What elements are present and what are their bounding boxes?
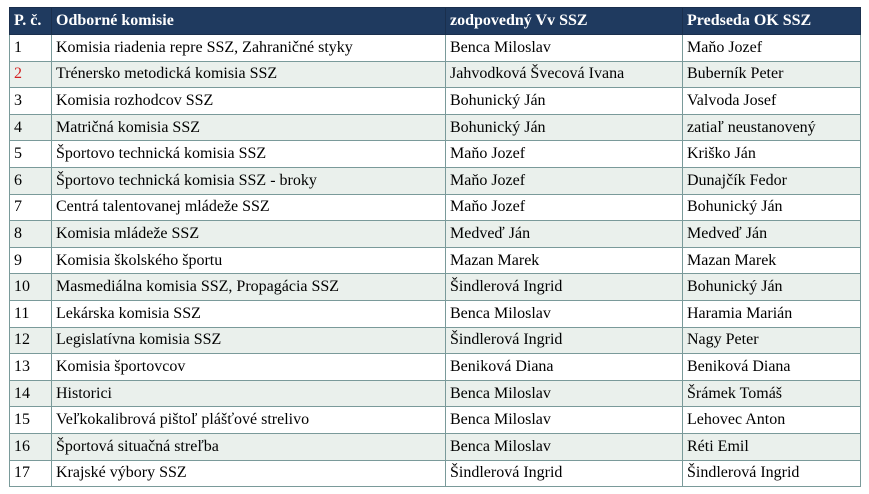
table-body: 1 Komisia riadenia repre SSZ, Zahraničné …	[9, 34, 861, 488]
header-commission: Odborné komisie	[51, 7, 446, 35]
row-responsible: Jahvodková Švecová Ivana	[445, 60, 683, 89]
table-row: 6 Športovo technická komisia SSZ - broky M…	[9, 166, 861, 195]
row-commission: Masmediálna komisia SSZ, Propagácia SSZ	[51, 273, 446, 301]
row-number: 9	[9, 246, 52, 275]
row-chair: Mazan Marek	[682, 246, 861, 275]
table-row: 2 Trénersko metodická komisia SSZ Jahvodko…	[9, 60, 861, 89]
row-responsible: Benca Miloslav	[445, 432, 683, 461]
table-row: 8 Komisia mládeže SSZ Medveď Ján Medveď Ján	[9, 220, 861, 248]
row-number: 8	[9, 220, 52, 248]
row-number: 11	[9, 299, 52, 328]
header-responsible: zodpovedný Vv SSZ	[445, 7, 683, 35]
row-responsible: Maňo Jozef	[445, 140, 683, 168]
row-commission: Veľkokalibrová pištoľ plášťové strelivo	[51, 406, 446, 434]
table-row: 14 Historici Benca Miloslav Šrámek Tomáš	[9, 379, 861, 408]
table-row: 5 Športovo technická komisia SSZ Maňo Joze…	[9, 140, 861, 168]
row-commission: Komisia športovcov	[51, 353, 446, 381]
row-chair: zatiaľ neustanovený	[682, 113, 861, 142]
table-header-row: P. č. Odborné komisie zodpovedný Vv SSZ …	[9, 7, 861, 35]
row-chair: Šrámek Tomáš	[682, 379, 861, 408]
row-number: 4	[9, 113, 52, 142]
table-row: 17 Krajské výbory SSZ Šindlerová Ingrid Šin…	[9, 459, 861, 488]
row-chair: Bohunický Ján	[682, 273, 861, 301]
table-row: 7 Centrá talentovanej mládeže SSZ Maňo Joz…	[9, 193, 861, 222]
row-number: 2	[9, 60, 52, 89]
row-number: 14	[9, 379, 52, 408]
row-number: 6	[9, 166, 52, 195]
row-commission: Historici	[51, 379, 446, 408]
row-responsible: Medveď Ján	[445, 220, 683, 248]
row-chair: Dunajčík Fedor	[682, 166, 861, 195]
row-chair: Maňo Jozef	[682, 34, 861, 62]
table-row: 10 Masmediálna komisia SSZ, Propagácia SS…	[9, 273, 861, 301]
row-chair: Haramia Marián	[682, 299, 861, 328]
table-row: 11 Lekárska komisia SSZ Benca Miloslav Hara…	[9, 299, 861, 328]
row-commission: Centrá talentovanej mládeže SSZ	[51, 193, 446, 222]
row-commission: Komisia mládeže SSZ	[51, 220, 446, 248]
row-number: 13	[9, 353, 52, 381]
row-commission: Legislatívna komisia SSZ	[51, 326, 446, 355]
row-number: 3	[9, 87, 52, 115]
row-number: 16	[9, 432, 52, 461]
row-chair: Medveď Ján	[682, 220, 861, 248]
row-responsible: Maňo Jozef	[445, 193, 683, 222]
table-row: 4 Matričná komisia SSZ Bohunický Ján zatiaľ…	[9, 113, 861, 142]
row-chair: Nagy Peter	[682, 326, 861, 355]
table-row: 13 Komisia športovcov Beniková Diana Beniko…	[9, 353, 861, 381]
row-commission: Komisia rozhodcov SSZ	[51, 87, 446, 115]
row-responsible: Mazan Marek	[445, 246, 683, 275]
row-chair: Valvoda Josef	[682, 87, 861, 115]
row-commission: Komisia školského športu	[51, 246, 446, 275]
document-page: P. č. Odborné komisie zodpovedný Vv SSZ …	[9, 7, 861, 488]
row-responsible: Bohunický Ján	[445, 113, 683, 142]
row-commission: Športová situačná streľba	[51, 432, 446, 461]
row-responsible: Maňo Jozef	[445, 166, 683, 195]
row-responsible: Šindlerová Ingrid	[445, 459, 683, 488]
row-commission: Krajské výbory SSZ	[51, 459, 446, 488]
row-responsible: Šindlerová Ingrid	[445, 326, 683, 355]
table-row: 1 Komisia riadenia repre SSZ, Zahraničné …	[9, 34, 861, 62]
row-responsible: Benca Miloslav	[445, 299, 683, 328]
row-chair: Bohunický Ján	[682, 193, 861, 222]
table-row: 12 Legislatívna komisia SSZ Šindlerová Ing…	[9, 326, 861, 355]
row-chair: Kriško Ján	[682, 140, 861, 168]
row-chair: Beniková Diana	[682, 353, 861, 381]
header-chair: Predseda OK SSZ	[682, 7, 861, 35]
row-responsible: Benca Miloslav	[445, 379, 683, 408]
row-chair: Lehovec Anton	[682, 406, 861, 434]
row-number: 12	[9, 326, 52, 355]
row-commission: Športovo technická komisia SSZ	[51, 140, 446, 168]
row-chair: Buberník Peter	[682, 60, 861, 89]
table-row: 16 Športová situačná streľba Benca Milosla…	[9, 432, 861, 461]
row-chair: Réti Emil	[682, 432, 861, 461]
row-chair: Šindlerová Ingrid	[682, 459, 861, 488]
row-number: 5	[9, 140, 52, 168]
table-row: 3 Komisia rozhodcov SSZ Bohunický Ján Valvo…	[9, 87, 861, 115]
row-commission: Trénersko metodická komisia SSZ	[51, 60, 446, 89]
row-responsible: Šindlerová Ingrid	[445, 273, 683, 301]
row-number: 1	[9, 34, 52, 62]
row-commission: Matričná komisia SSZ	[51, 113, 446, 142]
row-number: 17	[9, 459, 52, 488]
commissions-table: P. č. Odborné komisie zodpovedný Vv SSZ …	[9, 7, 861, 488]
table-row: 9 Komisia školského športu Mazan Marek Maza…	[9, 246, 861, 275]
header-number: P. č.	[9, 7, 52, 35]
row-responsible: Bohunický Ján	[445, 87, 683, 115]
table-row: 15 Veľkokalibrová pištoľ plášťové streliv…	[9, 406, 861, 434]
row-commission: Lekárska komisia SSZ	[51, 299, 446, 328]
row-commission: Športovo technická komisia SSZ - broky	[51, 166, 446, 195]
row-responsible: Benca Miloslav	[445, 406, 683, 434]
row-responsible: Benca Miloslav	[445, 34, 683, 62]
row-responsible: Beniková Diana	[445, 353, 683, 381]
row-number: 10	[9, 273, 52, 301]
row-commission: Komisia riadenia repre SSZ, Zahraničné s…	[51, 34, 446, 62]
row-number: 15	[9, 406, 52, 434]
row-number: 7	[9, 193, 52, 222]
